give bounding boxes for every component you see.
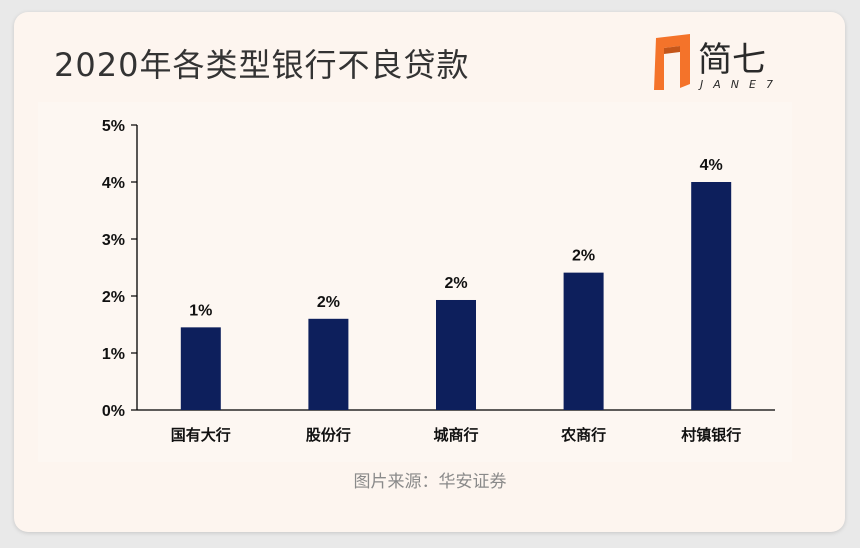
- logo-subtitle: JANE7: [700, 78, 783, 91]
- brand-logo: 简七 JANE7: [650, 32, 810, 94]
- x-tick-label: 城商行: [433, 426, 478, 444]
- bar: [563, 272, 604, 410]
- bars: [180, 182, 732, 410]
- y-tick-label: 5%: [102, 118, 125, 135]
- y-tick-label: 2%: [102, 289, 125, 306]
- y-tick-label: 4%: [102, 175, 125, 192]
- jane7-logo-icon: [654, 34, 690, 90]
- source-caption: 图片来源：华安证券: [353, 472, 507, 492]
- x-tick-label: 国有大行: [171, 426, 231, 444]
- x-tick-labels: 国有大行 股份行 城商行 农商行 村镇银行: [171, 426, 741, 444]
- page-title: 2020年各类型银行不良贷款: [54, 46, 470, 84]
- x-tick-label: 股份行: [306, 426, 351, 444]
- logo-name: 简七: [698, 40, 766, 80]
- bar: [691, 182, 732, 410]
- data-label: 4%: [700, 157, 723, 174]
- bar: [436, 299, 476, 410]
- bar: [180, 327, 221, 410]
- data-label: 2%: [572, 248, 595, 265]
- y-tick-label: 3%: [102, 232, 125, 249]
- y-tick-label: 0%: [102, 403, 125, 420]
- x-tick-label: 村镇银行: [681, 426, 741, 444]
- data-label: 2%: [317, 294, 340, 311]
- y-tick-label: 1%: [102, 346, 125, 363]
- x-tick-label: 农商行: [560, 426, 606, 444]
- data-label: 1%: [189, 302, 212, 319]
- data-label: 2%: [444, 275, 467, 292]
- bar: [308, 318, 349, 410]
- data-labels: 1% 2% 2% 2% 4%: [189, 157, 723, 319]
- plot-area: [38, 102, 792, 462]
- y-ticks: 0% 1% 2% 3% 4% 5%: [102, 118, 137, 420]
